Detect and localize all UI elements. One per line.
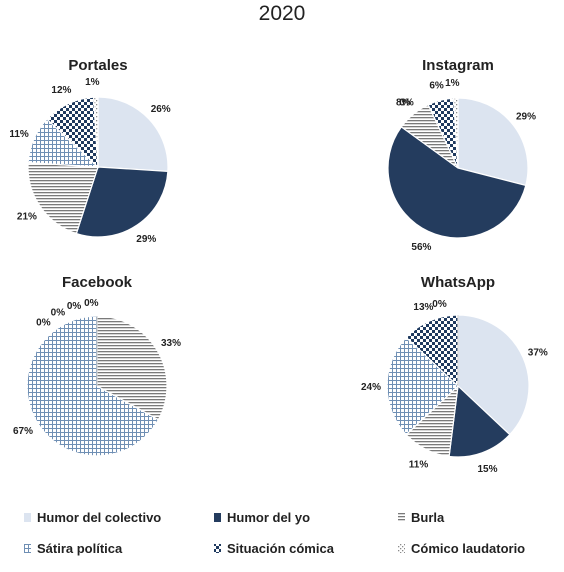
pct-label-humor-del-colectivo: 0% <box>36 317 51 328</box>
legend-label-situacion-comica: Situación cómica <box>227 541 335 556</box>
slice-humor-del-yo <box>75 166 169 238</box>
pct-label-situacion-comica: 12% <box>51 85 71 96</box>
pie-whatsapp: WhatsApp 37% 15% 11% 24% 13%0% <box>361 274 548 475</box>
pct-label-comico-laudatorio: 0% <box>432 299 447 310</box>
legend-label-satira-politica: Sátira política <box>37 541 123 556</box>
pct-label-situacion-comica: 0% <box>67 301 82 312</box>
legend-label-burla: Burla <box>411 510 445 525</box>
legend-label-comico-laudatorio: Cómico laudatorio <box>411 541 525 556</box>
pct-label-satira-politica: 0% <box>399 98 414 109</box>
slice-situacion-comica <box>405 314 459 388</box>
legend-swatch-humor-del-yo <box>214 513 221 522</box>
legend-swatch-comico-laudatorio <box>398 544 405 553</box>
slice-humor-del-colectivo <box>457 97 529 187</box>
legend: Humor del colectivo Humor del yo Burla Sáti… <box>24 510 525 556</box>
pct-label-satira-politica: 24% <box>361 382 381 393</box>
slice-comico-laudatorio <box>92 96 99 168</box>
legend-swatch-humor-del-colectivo <box>24 513 31 522</box>
slice-comico-laudatorio <box>452 97 459 169</box>
pct-label-comico-laudatorio: 1% <box>85 77 100 88</box>
pct-label-situacion-comica: 6% <box>429 81 444 92</box>
legend-swatch-situacion-comica <box>214 544 221 553</box>
pct-label-situacion-comica: 13% <box>413 302 433 313</box>
pct-label-comico-laudatorio: 1% <box>445 78 460 89</box>
slice-satira-politica <box>26 315 160 457</box>
legend-label-humor-del-yo: Humor del yo <box>227 510 310 525</box>
pct-label-humor-del-yo: 15% <box>477 464 497 475</box>
pct-label-humor-del-colectivo: 37% <box>528 347 548 358</box>
slice-humor-del-colectivo <box>97 96 169 173</box>
legend-label-humor-del-colectivo: Humor del colectivo <box>37 510 161 525</box>
pct-label-humor-del-colectivo: 26% <box>151 104 171 115</box>
pie-portales: Portales 26% 29% 21% 11% 12% 1% <box>9 57 170 245</box>
legend-swatch-satira-politica <box>24 544 31 553</box>
pie-title: Portales <box>68 57 127 74</box>
pie-title: Facebook <box>62 274 133 291</box>
pie-title: Instagram <box>422 57 494 74</box>
pct-label-humor-del-yo: 0% <box>51 308 66 319</box>
slice-satira-politica <box>386 336 459 436</box>
pct-label-satira-politica: 67% <box>13 426 33 437</box>
pct-label-humor-del-yo: 29% <box>136 234 156 245</box>
pct-label-comico-laudatorio: 0% <box>84 298 99 309</box>
slice-burla <box>96 315 168 421</box>
slice-humor-del-yo <box>387 126 527 239</box>
slice-humor-del-yo <box>448 384 511 458</box>
pct-label-burla: 21% <box>17 211 37 222</box>
pct-label-burla: 33% <box>161 338 181 349</box>
slice-humor-del-colectivo <box>457 314 530 436</box>
pie-title: WhatsApp <box>421 274 495 291</box>
pie-instagram: Instagram 29% 56% 8%0% 6% 1% <box>387 57 536 253</box>
pct-label-burla: 11% <box>409 460 429 471</box>
pct-label-humor-del-yo: 56% <box>411 242 431 253</box>
slice-burla <box>27 161 99 235</box>
pct-label-burla: 8% <box>396 98 411 109</box>
figure-title: 2020 <box>258 2 306 25</box>
legend-swatch-burla <box>398 513 405 522</box>
pct-label-satira-politica: 11% <box>9 129 29 140</box>
pct-label-humor-del-colectivo: 29% <box>516 111 536 122</box>
